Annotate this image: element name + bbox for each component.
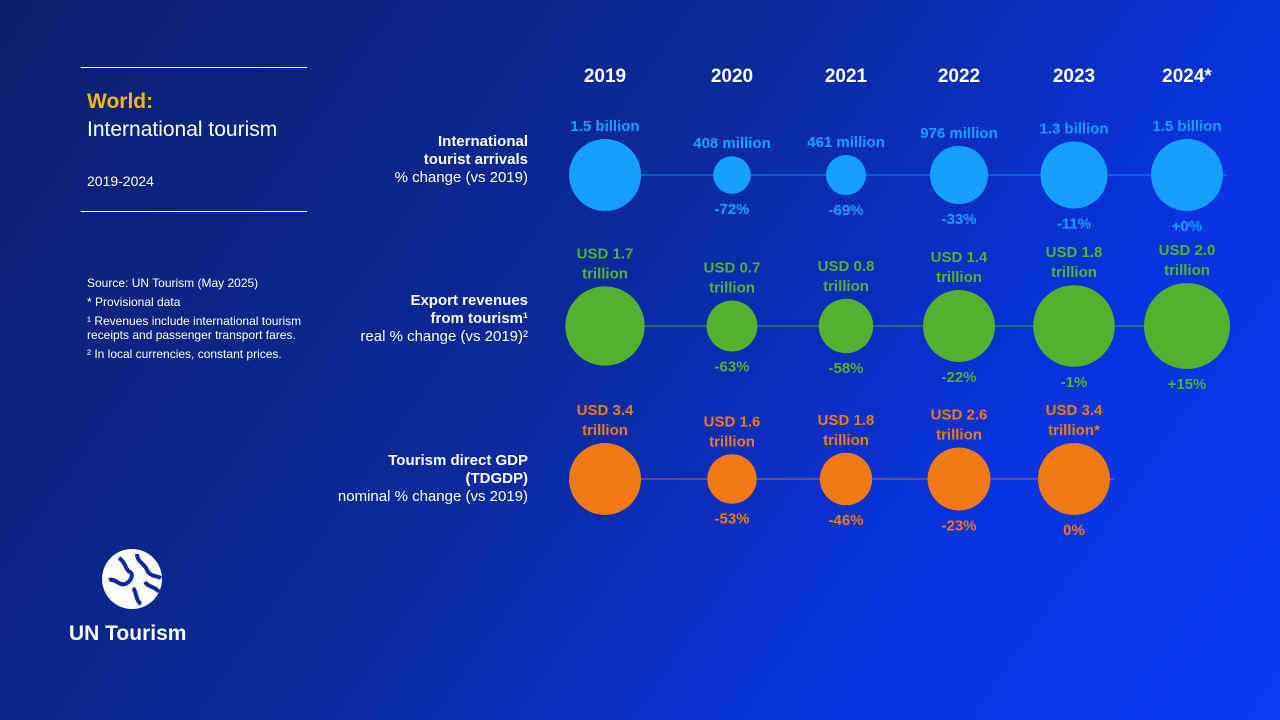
- row-label-line: (TDGDP): [465, 470, 529, 487]
- year-header: 2022: [937, 66, 981, 87]
- value-label: USD 0.7: [704, 260, 761, 277]
- change-label: -63%: [714, 358, 749, 375]
- currency-note: ² In local currencies, constant prices.: [87, 347, 282, 361]
- change-label: +0%: [1172, 218, 1202, 235]
- year-header: 2024*: [1162, 66, 1212, 87]
- value-label: USD 3.4: [577, 402, 634, 419]
- value-label: trillion: [936, 269, 982, 286]
- bubble: [923, 290, 995, 362]
- row-label-line: Export revenues: [410, 292, 528, 309]
- change-label: -23%: [941, 517, 976, 534]
- value-label: 1.5 billion: [570, 118, 639, 135]
- change-label: -22%: [941, 369, 976, 386]
- footnotes: Source: UN Tourism (May 2025) * Provisio…: [87, 276, 307, 366]
- value-label: USD 1.4: [931, 249, 988, 266]
- row-label-metric: % change (vs 2019): [394, 169, 528, 186]
- row-label-line: Tourism direct GDP: [388, 452, 528, 469]
- value-label: USD 3.4: [1046, 402, 1103, 419]
- row-label-line: tourist arrivals: [423, 151, 528, 168]
- source-note: Source: UN Tourism (May 2025): [87, 276, 259, 290]
- title-subject: International tourism: [87, 118, 278, 141]
- bubble: [818, 298, 874, 354]
- row-label-metric: nominal % change (vs 2019): [337, 488, 528, 505]
- change-label: -58%: [828, 360, 863, 377]
- value-label: trillion: [823, 278, 869, 295]
- change-label: -53%: [714, 511, 749, 528]
- value-label: 976 million: [920, 125, 998, 142]
- year-header: 2019: [583, 66, 627, 87]
- title-region: World:: [87, 90, 154, 113]
- change-label: -1%: [1061, 374, 1088, 391]
- row-label-revenues: Export revenues from tourism¹ real % cha…: [360, 292, 528, 346]
- value-label: trillion: [823, 432, 869, 449]
- row-label-gdp: Tourism direct GDP (TDGDP) nominal % cha…: [338, 452, 528, 506]
- bubble: [707, 454, 757, 504]
- value-label: USD 2.0: [1159, 242, 1216, 259]
- bubble: [1151, 139, 1223, 211]
- change-label: -69%: [828, 202, 863, 219]
- revenues-note: ¹ Revenues include international tourism…: [87, 314, 302, 342]
- change-label: 0%: [1063, 522, 1085, 539]
- value-label: USD 2.6: [931, 407, 988, 424]
- bubble: [1033, 285, 1115, 367]
- bubble: [569, 443, 641, 515]
- bubble: [713, 156, 751, 194]
- change-label: -33%: [941, 211, 976, 228]
- row-label-line: International: [437, 133, 528, 150]
- value-label: trillion: [936, 427, 982, 444]
- bubble: [1038, 443, 1110, 515]
- bubble: [1144, 283, 1230, 369]
- value-label: trillion*: [1048, 422, 1100, 439]
- value-label: USD 1.6: [704, 413, 761, 430]
- value-label: 1.5 billion: [1152, 118, 1221, 135]
- value-label: USD 1.8: [1046, 244, 1103, 261]
- value-label: 461 million: [807, 134, 885, 151]
- change-label: -46%: [828, 512, 863, 529]
- value-label: 1.3 billion: [1039, 120, 1108, 137]
- value-label: trillion: [582, 422, 628, 439]
- row-label-metric: real % change (vs 2019)²: [360, 328, 528, 345]
- brand-name: UN Tourism: [69, 622, 187, 645]
- value-label: trillion: [709, 433, 755, 450]
- value-label: trillion: [1051, 264, 1097, 281]
- provisional-note: * Provisional data: [87, 295, 181, 309]
- un-tourism-logo-icon: [102, 549, 162, 609]
- bubble: [569, 139, 641, 211]
- bubble: [826, 155, 866, 195]
- value-label: trillion: [1164, 262, 1210, 279]
- row-label-line: from tourism¹: [430, 310, 529, 327]
- year-header: 2021: [824, 66, 868, 87]
- bubble: [929, 145, 989, 205]
- bubble: [819, 452, 873, 506]
- bubble: [565, 286, 645, 366]
- bubble: [1040, 141, 1108, 209]
- change-label: -72%: [714, 201, 749, 218]
- value-label: 408 million: [693, 135, 771, 152]
- value-label: USD 0.8: [818, 258, 875, 275]
- value-label: trillion: [582, 265, 628, 282]
- year-header: 2020: [710, 66, 754, 87]
- year-header: 2023: [1052, 66, 1096, 87]
- change-label: +15%: [1168, 376, 1207, 393]
- value-label: trillion: [709, 280, 755, 297]
- bottom-rule: [81, 211, 307, 212]
- value-label: USD 1.7: [577, 245, 634, 262]
- change-label: -11%: [1057, 216, 1091, 233]
- top-rule: [81, 67, 307, 68]
- value-label: USD 1.8: [818, 412, 875, 429]
- bubble: [927, 447, 991, 511]
- title-period: 2019-2024: [87, 173, 154, 189]
- bubble: [706, 300, 758, 352]
- row-label-arrivals: International tourist arrivals % change …: [395, 133, 528, 187]
